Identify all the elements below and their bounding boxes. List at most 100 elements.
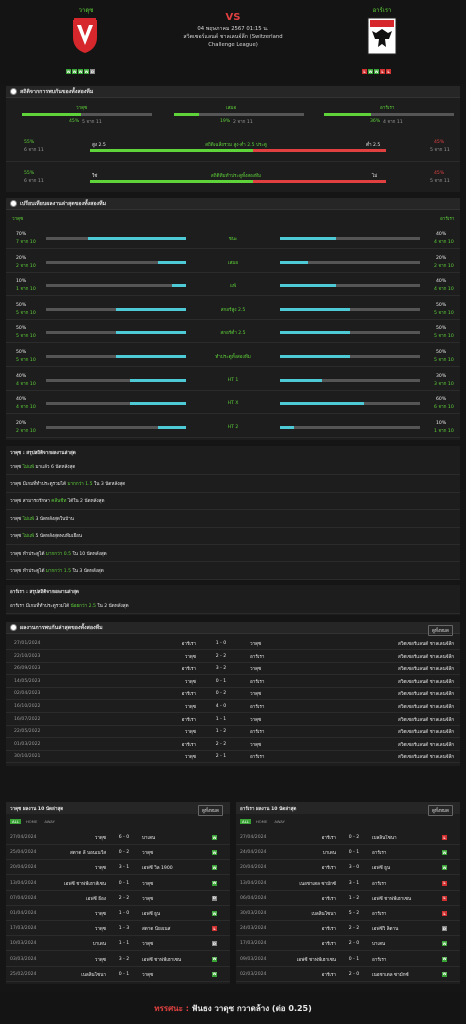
form-badge[interactable]: W: [78, 69, 83, 74]
last10-result-badge: D: [212, 895, 217, 901]
last10-away: อาร์เรา: [372, 851, 387, 857]
away-last10-header: [236, 802, 460, 814]
last10-tab-home[interactable]: HOME: [25, 819, 38, 824]
form-badge[interactable]: L: [386, 69, 391, 74]
away-last10-title: อาร์เรา ผลงาน 10 นัดล่าสุด: [240, 807, 297, 812]
compare-away-count: 5 จาก 10: [434, 310, 454, 316]
last10-row[interactable]: 30/03/2024 เบลลินโซนา 5 - 2 อาร์เรา L: [236, 906, 460, 921]
summary-text: คลีนชีท: [51, 499, 68, 505]
ou-left-label: สูง 2.5: [92, 143, 106, 148]
last10-row[interactable]: 10/03/2024 บาเดน 1 - 1 วาดุซ D: [6, 936, 230, 952]
last10-row[interactable]: 24/04/2024 บาเดน 0 - 1 อาร์เรา W: [236, 845, 460, 861]
last10-row[interactable]: 09/03/2024 เอฟซี ชาฟฟ์เฮาเซน 0 - 1 อาร์เรา W: [236, 952, 460, 967]
last10-row[interactable]: 02/03/2024 อาร์เรา 2 - 0 เนอชาเตล ซามักซ์ W: [236, 967, 460, 982]
h2h-results-section: ผลงานการพบกันล่าสุดของทั้งสองทีม ดูทั้งห…: [6, 622, 460, 766]
compare-home-bar: [46, 260, 186, 264]
home-summary-section: วาดุซ : สรุปสถิติจากผลงานล่าสุด วาดุซ ไม…: [6, 446, 460, 580]
compare-row: 50% 5 จาก 10 สกอร์สูง 2.5 50% 5 จาก 10: [6, 297, 460, 320]
away-team-logo: [367, 17, 397, 55]
last10-tab-all[interactable]: ALL: [240, 819, 251, 824]
compare-away-pct: 50%: [436, 326, 447, 332]
h2h-score: 1 - 0: [215, 641, 227, 646]
h2h-row[interactable]: 30/10/2021 วาดุซ 2 - 1 อาร์เรา สวิตเซอร์แลนด…: [6, 751, 460, 764]
h2h-row[interactable]: 16/07/2022 อาร์เรา 1 - 1 วาดุซ สวิตเซอร์แลนด…: [6, 714, 460, 726]
last10-row[interactable]: 13/04/2024 เอฟซี ชาฟฟ์เฮาส์เซน 0 - 1 วาดุซ W: [6, 876, 230, 891]
h2h-away: อาร์เรา: [250, 705, 265, 710]
h2h-row[interactable]: 27/01/2024 อาร์เรา 1 - 0 วาดุซ สวิตเซอร์แลนด…: [6, 638, 460, 650]
last10-tab-away[interactable]: AWAY: [44, 819, 55, 824]
h2h-away: อาร์เรา: [250, 679, 265, 685]
last10-row[interactable]: 27/04/2024 วาดุซ 6 - 0 บาเดน W: [6, 830, 230, 845]
last10-row[interactable]: 20/04/2024 อาร์เรา 3 - 0 เอฟซี ธูน W: [236, 860, 460, 876]
last10-row[interactable]: 07/04/2024 เอฟซี ธีอง 2 - 2 วาดุซ D: [6, 891, 230, 906]
last10-tab-away[interactable]: AWAY: [274, 819, 285, 824]
h2h-row[interactable]: 26/09/2023 อาร์เรา 3 - 2 วาดุซ สวิตเซอร์แลนด…: [6, 663, 460, 676]
last10-row[interactable]: 17/03/2024 วาดุซ 1 - 3 สตาด นียงเนส L: [6, 921, 230, 937]
form-badge[interactable]: W: [374, 69, 379, 74]
form-badge[interactable]: D: [90, 69, 95, 74]
last10-date: 07/04/2024: [10, 895, 37, 901]
h2h-row[interactable]: 01/03/2022 อาร์เรา 2 - 2 วาดุซ สวิตเซอร์แลนด…: [6, 739, 460, 751]
last10-date: 30/03/2024: [240, 911, 267, 916]
last10-tab-home[interactable]: HOME: [255, 819, 268, 824]
home-last10-view-all-button[interactable]: ดูทั้งหมด: [198, 805, 223, 816]
h2h-row[interactable]: 14/05/2023 วาดุซ 0 - 1 อาร์เรา สวิตเซอร์แลนด…: [6, 676, 460, 688]
summary-text: วาดุซ: [10, 534, 23, 540]
last10-score: 3 - 1: [118, 865, 130, 871]
last10-row[interactable]: 25/04/2024 สตาด ลี บอนเนวีส 0 - 2 วาดุซ W: [6, 845, 230, 861]
compare-home-count: 5 จาก 10: [16, 334, 36, 340]
h2h-away: วาดุซ: [250, 642, 262, 647]
stat-home-pct: 45%: [69, 119, 80, 124]
last10-date: 17/03/2024: [240, 941, 267, 947]
last10-date: 09/03/2024: [240, 956, 267, 962]
last10-row[interactable]: 06/04/2024 อาร์เรา 1 - 2 เอฟซี ชาฟฟ์เฮาเซน L: [236, 891, 460, 906]
last10-row[interactable]: 24/03/2024 อาร์เรา 2 - 2 เอฟซีวิ ลิตาน D: [236, 921, 460, 937]
last10-away: เอฟซี วิล 1900: [142, 866, 173, 872]
stat-draw-bar: [174, 113, 304, 116]
h2h-row[interactable]: 16/10/2022 วาดุซ 4 - 0 อาร์เรา สวิตเซอร์แลนด…: [6, 701, 460, 713]
last10-row[interactable]: 17/03/2024 อาร์เรา 2 - 0 บาเดน W: [236, 936, 460, 952]
last10-row[interactable]: 13/04/2024 เนอชาเตล ซามักซ์ 3 - 1 อาร์เรา L: [236, 876, 460, 891]
ou-bar: [90, 149, 386, 152]
verdict-text: ฟันธง วาดุซ กวาดล้าง (ต่อ 0.25): [191, 1004, 312, 1013]
compare-away-bar: [280, 260, 420, 264]
h2h-away: อาร์เรา: [250, 755, 265, 761]
last10-away: สตาด นียงเนส: [142, 927, 171, 933]
compare-home-pct: 40%: [16, 373, 27, 379]
away-last10-view-all-button[interactable]: ดูทั้งหมด: [428, 805, 453, 816]
form-badge[interactable]: W: [84, 69, 89, 74]
h2h-row[interactable]: 22/05/2022 วาดุซ 1 - 2 อาร์เรา สวิตเซอร์แลนด…: [6, 726, 460, 739]
last10-away: เอฟซี ชาฟฟ์เฮาเซน: [142, 957, 182, 963]
h2h-view-all-button[interactable]: ดูทั้งหมด: [428, 625, 453, 636]
compare-away-pct: 10%: [436, 420, 447, 426]
last10-row[interactable]: 03/03/2024 วาดุซ 3 - 2 เอฟซี ชาฟฟ์เฮาเซน W: [6, 952, 230, 967]
compare-away-bar: [280, 378, 420, 382]
h2h-away: อาร์เรา: [250, 654, 265, 660]
last10-row[interactable]: 25/02/2024 เนลลินโซนา 0 - 1 วาดุซ W: [6, 967, 230, 982]
form-badge[interactable]: W: [66, 69, 71, 74]
compare-home-bar: [46, 378, 186, 382]
form-badge[interactable]: W: [72, 69, 77, 74]
last10-score: 0 - 2: [118, 850, 130, 856]
compare-home-pct: 40%: [16, 397, 27, 403]
h2h-row[interactable]: 22/10/2023 วาดุซ 2 - 2 อาร์เรา สวิตเซอร์แลนด…: [6, 651, 460, 663]
compare-away-count: 3 จาก 10: [434, 381, 454, 387]
compare-away-bar: [280, 307, 420, 311]
compare-away-pct: 30%: [436, 373, 447, 379]
h2h-away: อาร์เรา: [250, 730, 265, 736]
compare-label: สกอร์ต่ำ 2.5: [220, 331, 246, 337]
last10-away: เอฟซี ธูน: [142, 912, 161, 917]
h2h-league: สวิตเซอร์แลนด์ ชาลเลนจ์ลีก: [398, 667, 454, 673]
last10-tab-all[interactable]: ALL: [10, 819, 21, 824]
last10-row[interactable]: 01/04/2024 วาดุซ 1 - 0 เอฟซี ธูน W: [6, 906, 230, 921]
last10-row[interactable]: 20/04/2024 วาดุซ 3 - 1 เอฟซี วิล 1900 W: [6, 860, 230, 876]
last10-row[interactable]: 27/04/2024 อาร์เรา 0 - 2 เบลลินโซนา L: [236, 830, 460, 845]
summary-line: วาดุซ ไม่แพ้ 3 นัดหลังสุดในบ้าน: [6, 510, 460, 528]
form-badge[interactable]: L: [380, 69, 385, 74]
form-badge[interactable]: W: [368, 69, 373, 74]
h2h-row[interactable]: 02/04/2023 อาร์เรา 0 - 2 วาดุซ สวิตเซอร์แลนด…: [6, 688, 460, 701]
football-icon: [10, 200, 17, 207]
form-badge[interactable]: L: [362, 69, 367, 74]
h2h-date: 27/01/2024: [14, 641, 41, 646]
summary-text: ใน 10 นัดหลังสุด: [72, 551, 107, 557]
